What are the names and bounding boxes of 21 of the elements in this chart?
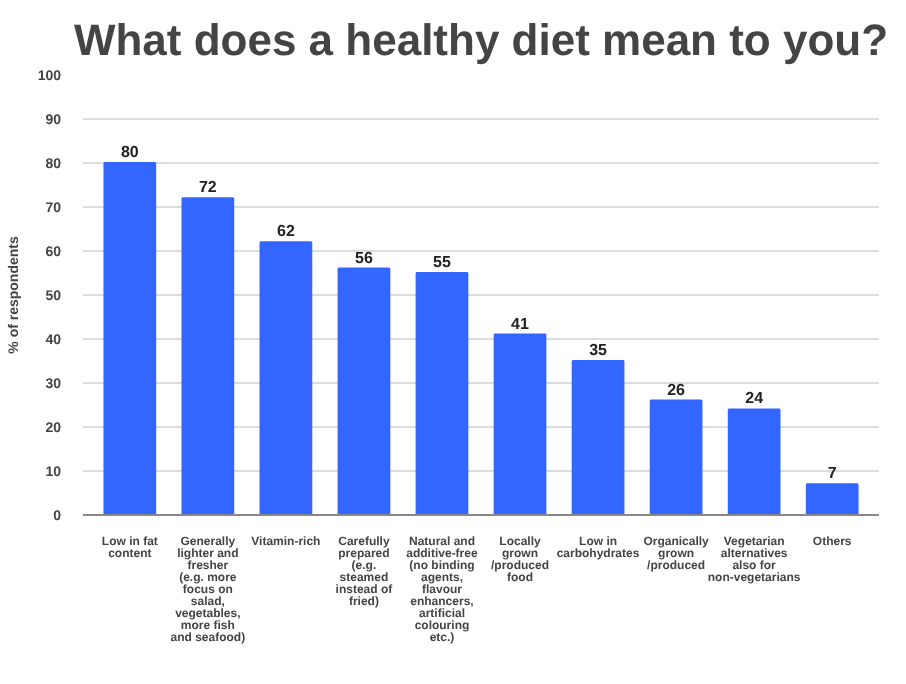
bar xyxy=(727,408,781,515)
data-label: 62 xyxy=(277,222,296,241)
data-label: 7 xyxy=(827,464,838,483)
bar xyxy=(337,267,391,515)
data-label: 26 xyxy=(667,380,687,399)
data-label: 56 xyxy=(355,248,374,267)
bar xyxy=(649,399,703,515)
bar xyxy=(571,360,625,515)
data-label: 35 xyxy=(589,341,609,359)
data-label: 80 xyxy=(120,143,140,161)
data-label: 55 xyxy=(433,253,452,271)
bar xyxy=(181,197,235,515)
data-label: 72 xyxy=(198,178,218,197)
bar xyxy=(805,483,859,515)
bar xyxy=(415,272,469,515)
data-label: 24 xyxy=(745,389,765,408)
bar xyxy=(259,241,313,515)
data-label: 41 xyxy=(511,314,531,333)
chart-title: What does a healthy diet mean to you? xyxy=(73,15,889,65)
bar xyxy=(103,162,157,515)
bar xyxy=(493,333,547,515)
